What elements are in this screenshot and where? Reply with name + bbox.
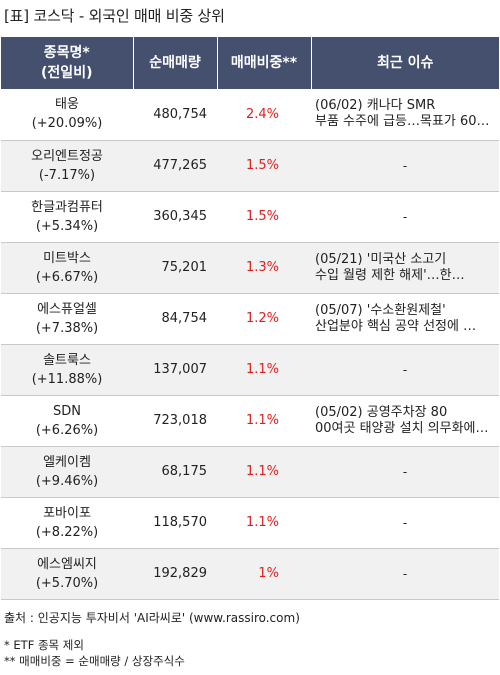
stock-name: 에스엠씨지: [37, 556, 97, 572]
stock-name: 한글과컴퓨터: [31, 199, 103, 215]
net-volume: 360,345: [133, 191, 217, 243]
recent-issue-line1[interactable]: (05/07) '수소환원제철': [315, 302, 446, 318]
recent-issue: -: [311, 191, 499, 243]
header-stock-name: 종목명* (전일비): [1, 37, 133, 89]
table-row: 태웅 (+20.09%) 480,754 2.4% (06/02) 캐나다 SMR 부품 …: [1, 89, 499, 141]
recent-issue[interactable]: (05/21) '미국산 소고기 수입 월령 제한 해제'…한…: [311, 242, 499, 294]
stock-name: SDN: [53, 403, 81, 419]
stock-name-cell: 에스엠씨지 (+5.70%): [1, 548, 133, 600]
stock-change: (+8.22%): [35, 524, 99, 540]
header-stock-name-line1: 종목명*: [43, 45, 90, 61]
stock-name: 오리엔트정공: [31, 148, 103, 164]
page-title: [표] 코스닥 - 외국인 매매 비중 상위: [4, 7, 225, 25]
stock-name-cell: 한글과컴퓨터 (+5.34%): [1, 191, 133, 243]
trade-ratio: 1.3%: [217, 242, 311, 294]
stock-name-cell: 오리엔트정공 (-7.17%): [1, 140, 133, 192]
table-row: 에스엠씨지 (+5.70%) 192,829 1% -: [1, 548, 499, 600]
stock-change: (+7.38%): [35, 320, 99, 336]
table-row: 엘케이켐 (+9.46%) 68,175 1.1% -: [1, 446, 499, 498]
stock-name-cell: 에스퓨얼셀 (+7.38%): [1, 293, 133, 345]
trade-ratio: 1.2%: [217, 293, 311, 345]
stock-name-cell: 태웅 (+20.09%): [1, 89, 133, 141]
net-volume: 84,754: [133, 293, 217, 345]
table-row: 미트박스 (+6.67%) 75,201 1.3% (05/21) '미국산 소고기 수입…: [1, 242, 499, 294]
foreign-trading-table: 종목명* (전일비) 순매매량 매매비중** 최근 이슈 태웅 (+20.09%)…: [1, 37, 499, 600]
recent-issue-line2[interactable]: 00여곳 태양광 설치 의무화에…: [315, 420, 489, 436]
stock-change: (+6.67%): [35, 269, 99, 285]
table-row: 솔트룩스 (+11.88%) 137,007 1.1% -: [1, 344, 499, 396]
trade-ratio: 1.1%: [217, 446, 311, 498]
trade-ratio: 1.1%: [217, 497, 311, 549]
stock-name: 미트박스: [43, 250, 91, 266]
table-row: SDN (+6.26%) 723,018 1.1% (05/02) 공영주차장 80 00…: [1, 395, 499, 447]
stock-name-cell: SDN (+6.26%): [1, 395, 133, 447]
footnote-ratio: ** 매매비중 = 순매매량 / 상장주식수: [4, 654, 185, 668]
table-row: 에스퓨얼셀 (+7.38%) 84,754 1.2% (05/07) '수소환원제철' 산…: [1, 293, 499, 345]
header-trade-ratio: 매매비중**: [216, 37, 311, 89]
stock-name-cell: 엘케이켐 (+9.46%): [1, 446, 133, 498]
recent-issue-line1: -: [402, 158, 408, 173]
recent-issue-line1[interactable]: (06/02) 캐나다 SMR: [315, 98, 436, 114]
table-header-row: 종목명* (전일비) 순매매량 매매비중** 최근 이슈: [1, 37, 499, 89]
trade-ratio: 1.1%: [217, 395, 311, 447]
net-volume: 118,570: [133, 497, 217, 549]
recent-issue[interactable]: (06/02) 캐나다 SMR 부품 수주에 급등…목표가 60…: [311, 89, 499, 141]
recent-issue[interactable]: (05/02) 공영주차장 80 00여곳 태양광 설치 의무화에…: [311, 395, 499, 447]
net-volume: 477,265: [133, 140, 217, 192]
stock-change: (+6.26%): [35, 422, 99, 438]
stock-name: 포바이포: [43, 505, 91, 521]
stock-name: 에스퓨얼셀: [37, 301, 97, 317]
stock-change: (-7.17%): [38, 167, 96, 183]
recent-issue-line2[interactable]: 산업분야 핵심 공약 선정에 …: [315, 318, 477, 334]
recent-issue-line2[interactable]: 수입 월령 제한 해제'…한…: [315, 267, 465, 283]
net-volume: 75,201: [133, 242, 217, 294]
recent-issue-line1: -: [402, 566, 408, 581]
stock-name-cell: 포바이포 (+8.22%): [1, 497, 133, 549]
recent-issue-line1: -: [402, 209, 408, 224]
stock-name-cell: 미트박스 (+6.67%): [1, 242, 133, 294]
net-volume: 68,175: [133, 446, 217, 498]
stock-change: (+20.09%): [31, 116, 103, 132]
stock-name: 솔트룩스: [43, 352, 91, 368]
trade-ratio: 2.4%: [217, 89, 311, 141]
table-row: 오리엔트정공 (-7.17%) 477,265 1.5% -: [1, 140, 499, 192]
recent-issue: -: [311, 140, 499, 192]
recent-issue[interactable]: (05/07) '수소환원제철' 산업분야 핵심 공약 선정에 …: [311, 293, 499, 345]
header-net-volume: 순매매량: [132, 37, 217, 89]
net-volume: 723,018: [133, 395, 217, 447]
trade-ratio: 1%: [217, 548, 311, 600]
net-volume: 137,007: [133, 344, 217, 396]
trade-ratio: 1.1%: [217, 344, 311, 396]
recent-issue: -: [311, 446, 499, 498]
recent-issue-line1[interactable]: (05/02) 공영주차장 80: [315, 404, 448, 420]
stock-name: 엘케이켐: [43, 454, 91, 470]
stock-change: (+5.34%): [35, 218, 99, 234]
recent-issue: -: [311, 497, 499, 549]
stock-name-cell: 솔트룩스 (+11.88%): [1, 344, 133, 396]
recent-issue-line2[interactable]: 부품 수주에 급등…목표가 60…: [315, 114, 490, 130]
recent-issue-line1[interactable]: (05/21) '미국산 소고기: [315, 251, 447, 267]
net-volume: 192,829: [133, 548, 217, 600]
recent-issue: -: [311, 548, 499, 600]
stock-name: 태웅: [55, 97, 79, 113]
header-recent-issue: 최근 이슈: [310, 37, 499, 89]
source-note: 출처 : 인공지능 투자비서 'AI라씨로' (www.rassiro.com): [4, 611, 300, 625]
net-volume: 480,754: [133, 89, 217, 141]
stock-change: (+5.70%): [35, 575, 99, 591]
stock-change: (+9.46%): [35, 473, 99, 489]
stock-change: (+11.88%): [31, 371, 103, 387]
recent-issue-line1: -: [402, 515, 408, 530]
table-row: 한글과컴퓨터 (+5.34%) 360,345 1.5% -: [1, 191, 499, 243]
recent-issue-line1: -: [402, 362, 408, 377]
trade-ratio: 1.5%: [217, 191, 311, 243]
footnote-etf: * ETF 종목 제외: [4, 638, 84, 652]
recent-issue-line1: -: [402, 464, 408, 479]
header-stock-name-line2: (전일비): [41, 65, 93, 81]
table-row: 포바이포 (+8.22%) 118,570 1.1% -: [1, 497, 499, 549]
trade-ratio: 1.5%: [217, 140, 311, 192]
recent-issue: -: [311, 344, 499, 396]
